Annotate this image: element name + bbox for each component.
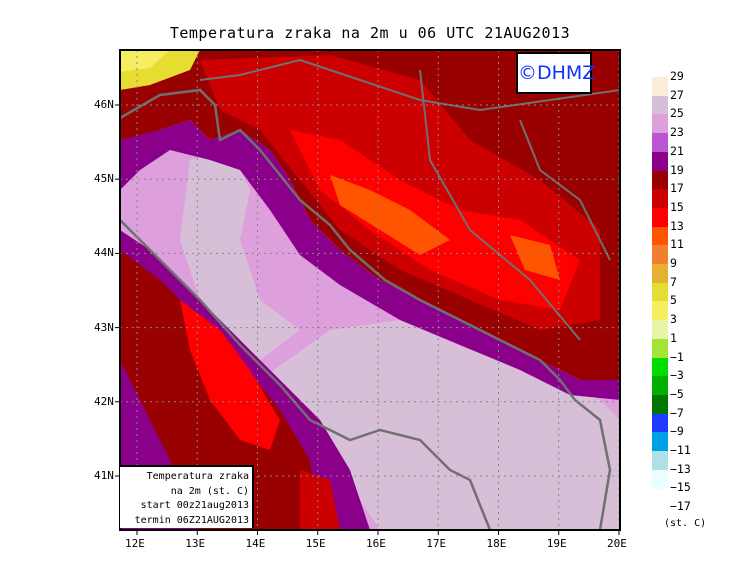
legend-label: 29 <box>670 69 684 83</box>
lon-label: 17E <box>426 537 447 550</box>
legend-label: 9 <box>670 256 677 270</box>
lat-label: 42N <box>94 394 114 408</box>
legend-swatch <box>652 245 668 265</box>
info-line: start 00z21aug2013 <box>140 500 249 511</box>
legend-swatch <box>652 189 668 209</box>
lon-label: 12E <box>125 537 145 550</box>
legend-label: 5 <box>670 293 677 308</box>
legend-swatch <box>652 282 668 302</box>
lon-label: 14E <box>245 537 266 550</box>
lon-label: 16E <box>366 537 386 550</box>
legend-swatch <box>652 264 668 284</box>
legend-label: 21 <box>670 143 684 158</box>
legend-label: −7 <box>670 405 684 420</box>
legend-label: 17 <box>670 181 684 196</box>
legend-label: 7 <box>670 274 677 289</box>
legend-swatch <box>652 338 668 358</box>
legend-label: 11 <box>670 237 684 252</box>
lon-label: 18E <box>486 537 507 550</box>
legend-unit: (st. C) <box>664 518 707 529</box>
legend-label: 27 <box>670 87 684 102</box>
legend-swatch <box>652 432 668 452</box>
legend-label: −13 <box>670 461 691 476</box>
info-line: termin 06Z21AUG2013 <box>134 514 249 526</box>
legend-label: 13 <box>670 218 684 233</box>
legend-swatch <box>652 451 668 471</box>
sea-warm-zone-west <box>180 150 300 360</box>
legend-label: −11 <box>670 443 691 457</box>
legend-label: 25 <box>670 106 684 121</box>
info-box: Temperatura zraka na 2m (st. C) start 00… <box>120 465 254 528</box>
legend-label: 3 <box>670 312 677 327</box>
red-core <box>290 130 580 310</box>
legend-swatch <box>652 77 668 97</box>
lat-label: 43N <box>94 320 114 334</box>
legend-label: −3 <box>670 368 684 383</box>
orange-ridge-2 <box>510 235 560 280</box>
legend-swatch <box>652 207 668 228</box>
lat-label: 45N <box>94 172 114 186</box>
legend-label: −17 <box>670 499 691 514</box>
map-title: Temperatura zraka na 2m u 06 UTC 21AUG20… <box>169 24 571 42</box>
legend-swatch <box>652 95 668 115</box>
legend-swatch <box>652 151 668 171</box>
dhmz-logo: ©DHMZ <box>516 52 595 94</box>
orange-ridge <box>330 175 450 255</box>
coastline-italy <box>120 219 492 530</box>
coastline <box>120 88 612 530</box>
legend-swatch <box>652 226 668 246</box>
lon-label: 19E <box>546 537 567 550</box>
legend-label: 23 <box>670 125 684 140</box>
lat-label: 41N <box>94 469 114 482</box>
lon-label: 15E <box>305 537 326 550</box>
warm-nw-corner-inner <box>120 50 170 72</box>
lon-label: 13E <box>185 537 206 550</box>
map-frame <box>119 49 621 531</box>
legend-label: −5 <box>670 386 684 401</box>
legend-label: −9 <box>670 424 684 439</box>
italy-red-south <box>300 470 340 530</box>
lat-label: 44N <box>94 246 114 260</box>
lon-label: 20E <box>607 537 627 550</box>
legend-swatch <box>652 413 668 433</box>
legend-swatch <box>652 376 668 396</box>
legend-swatch <box>652 133 668 153</box>
lat-label: 46N <box>94 98 114 111</box>
italy-red <box>180 300 280 450</box>
legend-label: 19 <box>670 162 684 177</box>
legend-label: −15 <box>670 480 691 495</box>
coast-purple-band <box>120 120 620 400</box>
legend-swatch <box>652 469 668 489</box>
legend-label: −1 <box>670 349 684 364</box>
legend-swatch <box>652 170 668 190</box>
legend-swatch <box>652 394 668 415</box>
info-line: Temperatura zraka <box>146 471 249 482</box>
legend-label: 15 <box>670 199 684 214</box>
info-line: na 2m (st. C) <box>170 485 249 497</box>
legend-swatch <box>652 357 668 377</box>
legend-swatch <box>652 320 668 340</box>
legend-swatch <box>652 114 668 134</box>
legend-swatch <box>652 301 668 321</box>
legend-label: 1 <box>670 330 677 345</box>
